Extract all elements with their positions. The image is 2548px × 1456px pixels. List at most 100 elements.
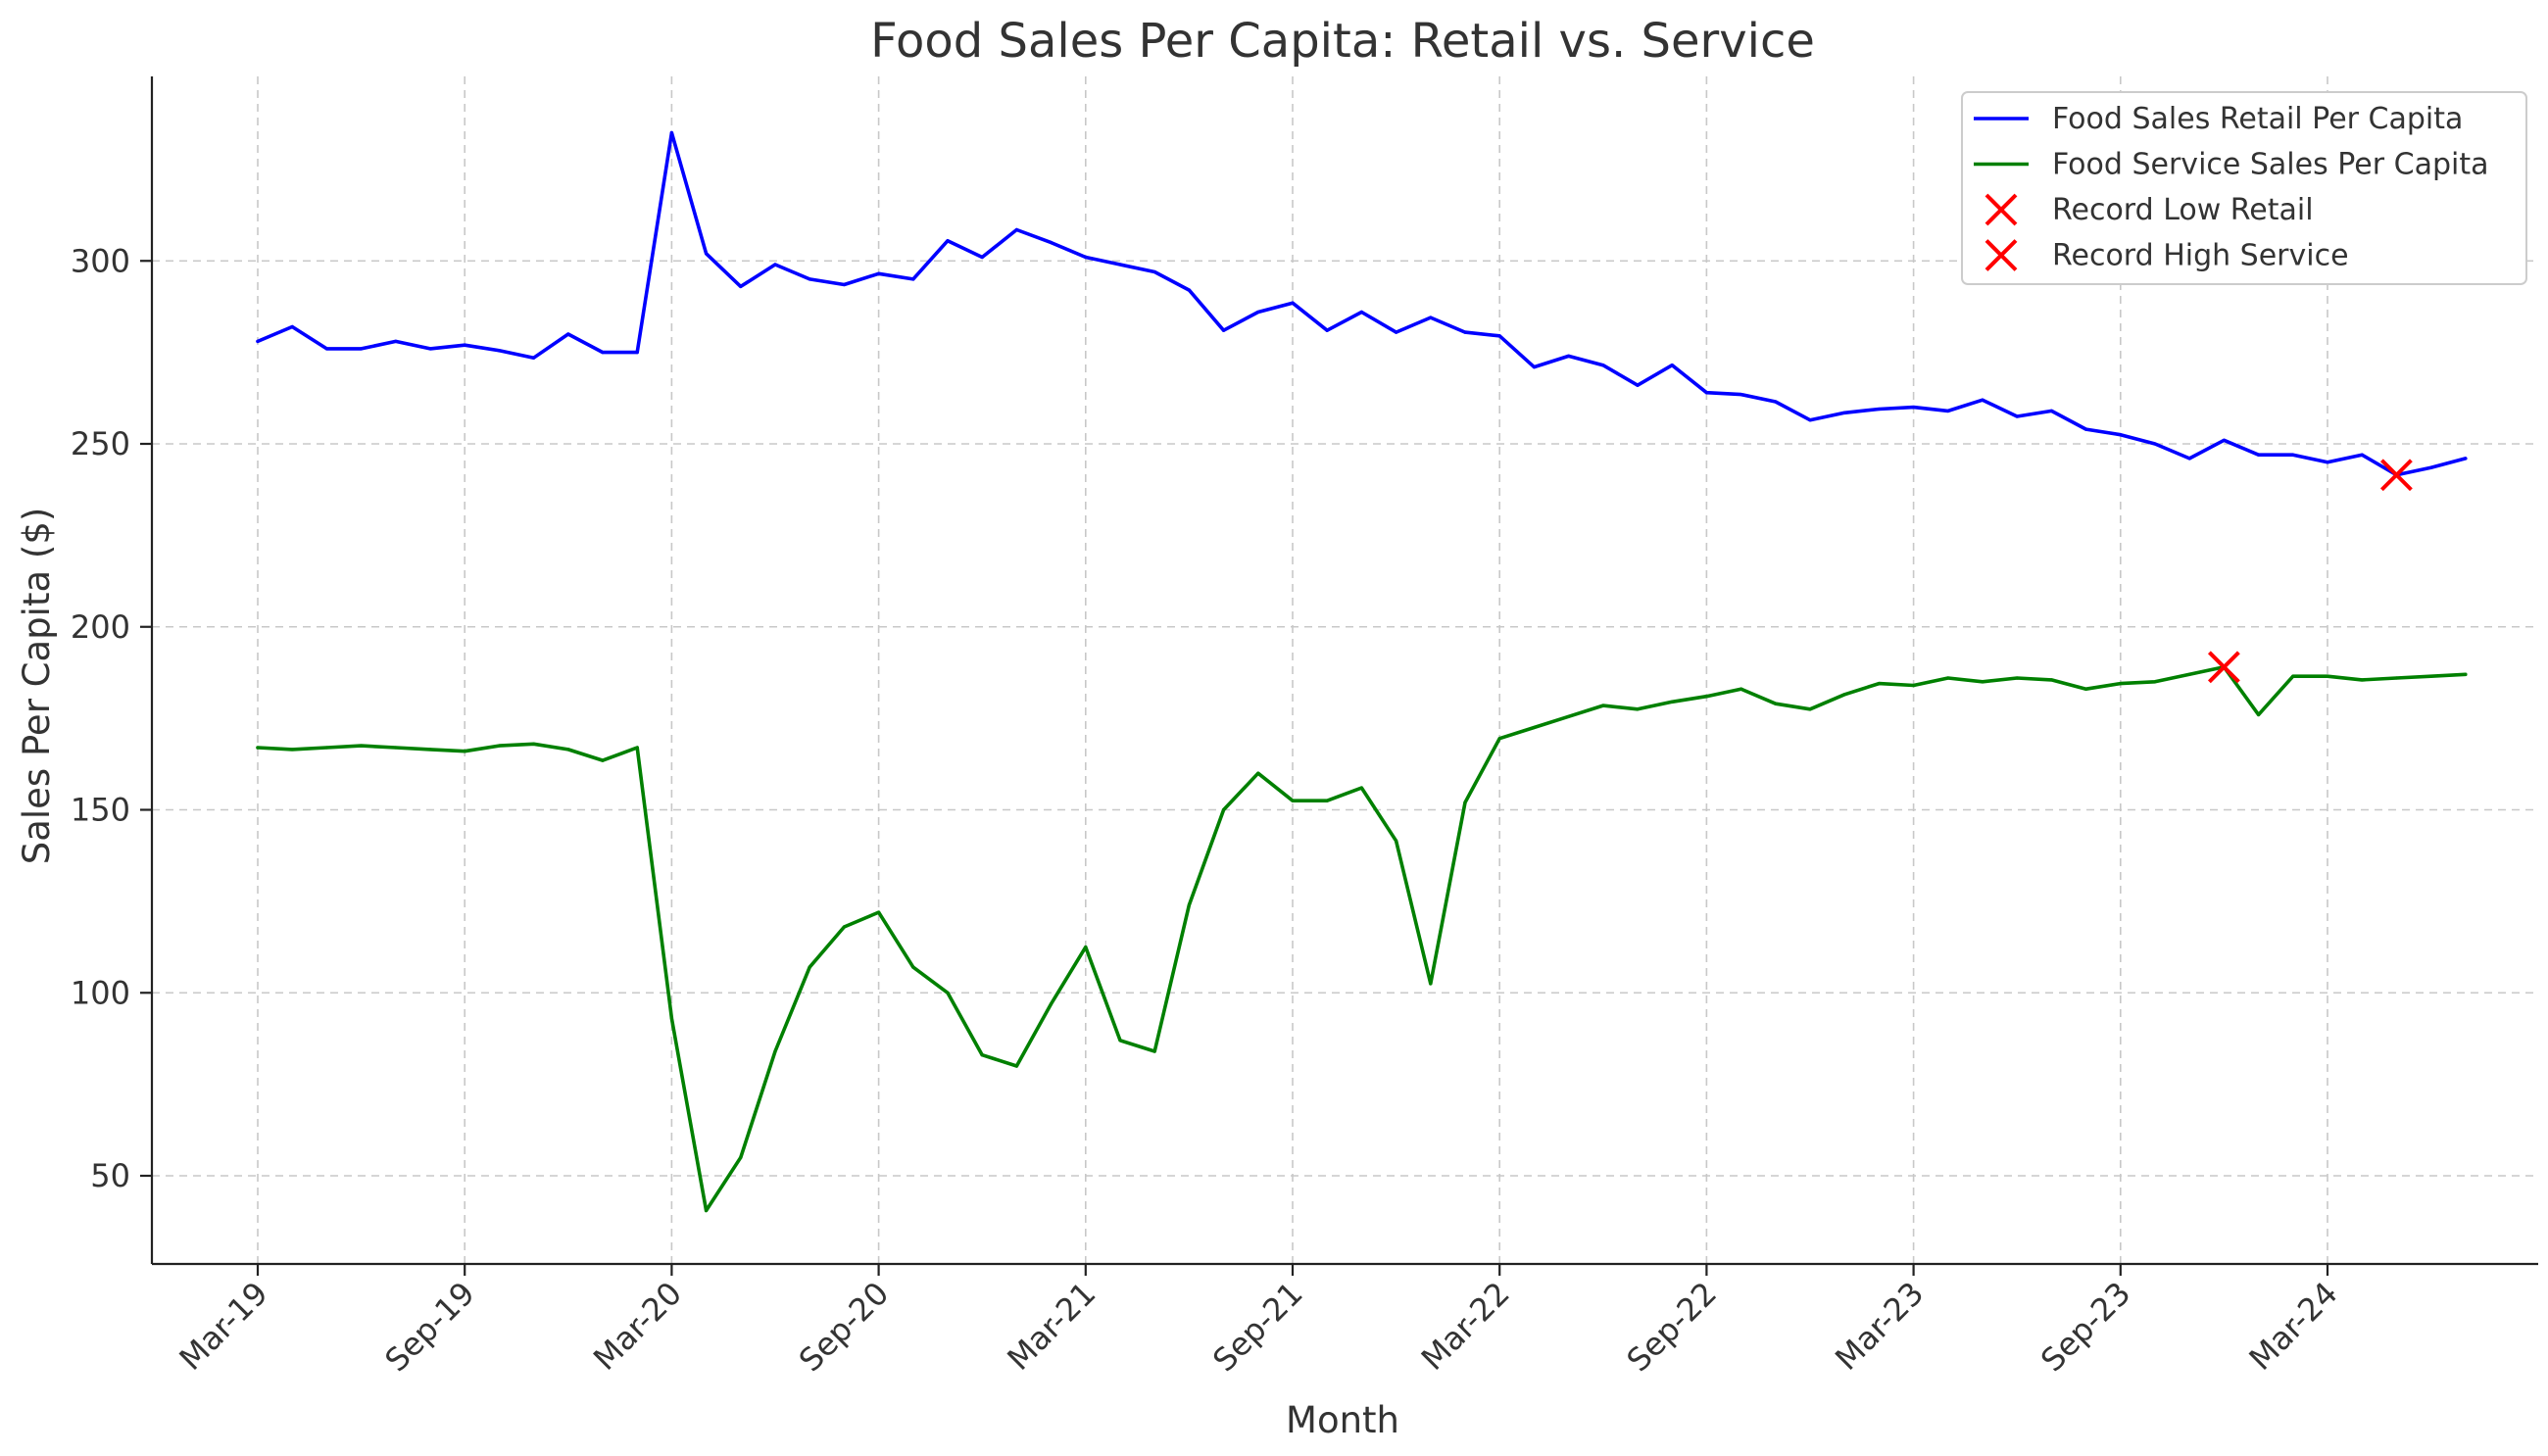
legend: Food Sales Retail Per Capita Food Service… — [1961, 91, 2527, 285]
legend-item: Record Low Retail — [1984, 193, 2314, 227]
data-point — [324, 347, 328, 351]
y-tick-label: 250 — [71, 425, 130, 462]
data-point — [1601, 704, 1605, 707]
data-point — [1395, 330, 1398, 334]
data-point — [1463, 801, 1467, 804]
data-point — [1670, 364, 1674, 367]
data-point — [980, 1053, 984, 1057]
data-point — [463, 343, 466, 347]
data-point — [1222, 807, 1226, 812]
legend-item: Record High Service — [1984, 239, 2349, 273]
grid — [152, 76, 2538, 1264]
data-point — [2084, 687, 2088, 691]
data-point — [1152, 1049, 1156, 1053]
series-1 — [256, 130, 2468, 477]
data-point — [842, 282, 847, 287]
data-point — [877, 271, 881, 275]
data-point — [1429, 315, 1433, 319]
data-point — [911, 277, 915, 281]
y-tick-label: 100 — [71, 974, 130, 1011]
legend-item: Food Service Sales Per Capita — [1974, 148, 2488, 182]
data-point — [1670, 700, 1674, 704]
x-axis-label: Month — [1286, 1399, 1399, 1441]
data-point — [497, 349, 501, 353]
data-point — [428, 748, 432, 752]
data-point — [1084, 946, 1088, 949]
data-point — [911, 965, 915, 969]
data-point — [842, 925, 847, 929]
series-layer — [256, 130, 2468, 1213]
data-point — [1808, 418, 1812, 422]
data-point — [290, 324, 294, 329]
data-point — [290, 748, 294, 752]
data-point — [2360, 678, 2364, 682]
data-point — [1084, 255, 1088, 260]
data-point — [1014, 1064, 1018, 1068]
data-point — [946, 991, 950, 995]
marker-layer — [2207, 459, 2413, 684]
data-point — [1704, 391, 1708, 395]
data-point — [1222, 328, 1226, 332]
data-point — [877, 910, 881, 914]
data-point — [1704, 695, 1708, 699]
legend-box — [1961, 91, 2527, 285]
y-axis-label: Sales Per Capita ($) — [16, 508, 58, 865]
data-point — [1877, 407, 1881, 412]
data-point — [2187, 457, 2191, 461]
data-point — [566, 332, 570, 336]
data-point — [1946, 676, 1950, 680]
data-point — [669, 1016, 674, 1020]
data-point — [2464, 457, 2468, 461]
data-point — [2049, 678, 2053, 682]
data-point — [2394, 676, 2398, 680]
data-point — [2084, 427, 2088, 431]
data-point — [428, 347, 432, 351]
data-point — [601, 351, 605, 355]
y-tick-label: 150 — [71, 792, 130, 829]
legend-x-swatch — [1984, 193, 2018, 226]
data-point — [2049, 409, 2053, 413]
data-point — [1463, 330, 1467, 334]
data-point — [1532, 725, 1536, 730]
data-point — [946, 239, 950, 243]
data-point — [635, 351, 639, 355]
legend-label: Record Low Retail — [2052, 193, 2314, 227]
data-point — [2291, 674, 2295, 678]
data-point — [1740, 687, 1743, 691]
data-point — [808, 965, 811, 969]
data-point — [1118, 1039, 1122, 1043]
data-point — [2429, 465, 2433, 469]
data-point — [1601, 364, 1605, 367]
data-point — [1050, 1001, 1054, 1006]
data-point — [2119, 433, 2123, 437]
data-point — [705, 1208, 709, 1213]
data-point — [1981, 680, 1984, 684]
data-point — [1291, 301, 1295, 305]
data-point — [1429, 982, 1433, 986]
legend-label: Food Sales Retail Per Capita — [2052, 102, 2463, 136]
data-point — [360, 744, 364, 748]
series-2 — [256, 664, 2468, 1213]
data-point — [1359, 310, 1363, 315]
data-point — [394, 339, 398, 343]
y-tick-label: 200 — [71, 608, 130, 646]
data-point — [705, 252, 709, 256]
data-point — [2429, 674, 2433, 678]
marker-record-high-service — [2207, 651, 2240, 684]
data-point — [739, 1155, 743, 1159]
data-point — [1842, 693, 1846, 697]
data-point — [360, 347, 364, 351]
data-point — [2257, 712, 2261, 717]
legend-x-swatch — [1984, 239, 2018, 271]
data-point — [1014, 227, 1018, 232]
data-point — [2015, 676, 2019, 680]
data-point — [394, 746, 398, 750]
y-tick-label: 300 — [71, 242, 130, 279]
data-point — [773, 1049, 777, 1053]
data-point — [1567, 354, 1571, 358]
data-point — [1842, 411, 1846, 414]
data-point — [566, 748, 570, 752]
data-point — [1740, 393, 1743, 397]
data-point — [1912, 406, 1916, 410]
